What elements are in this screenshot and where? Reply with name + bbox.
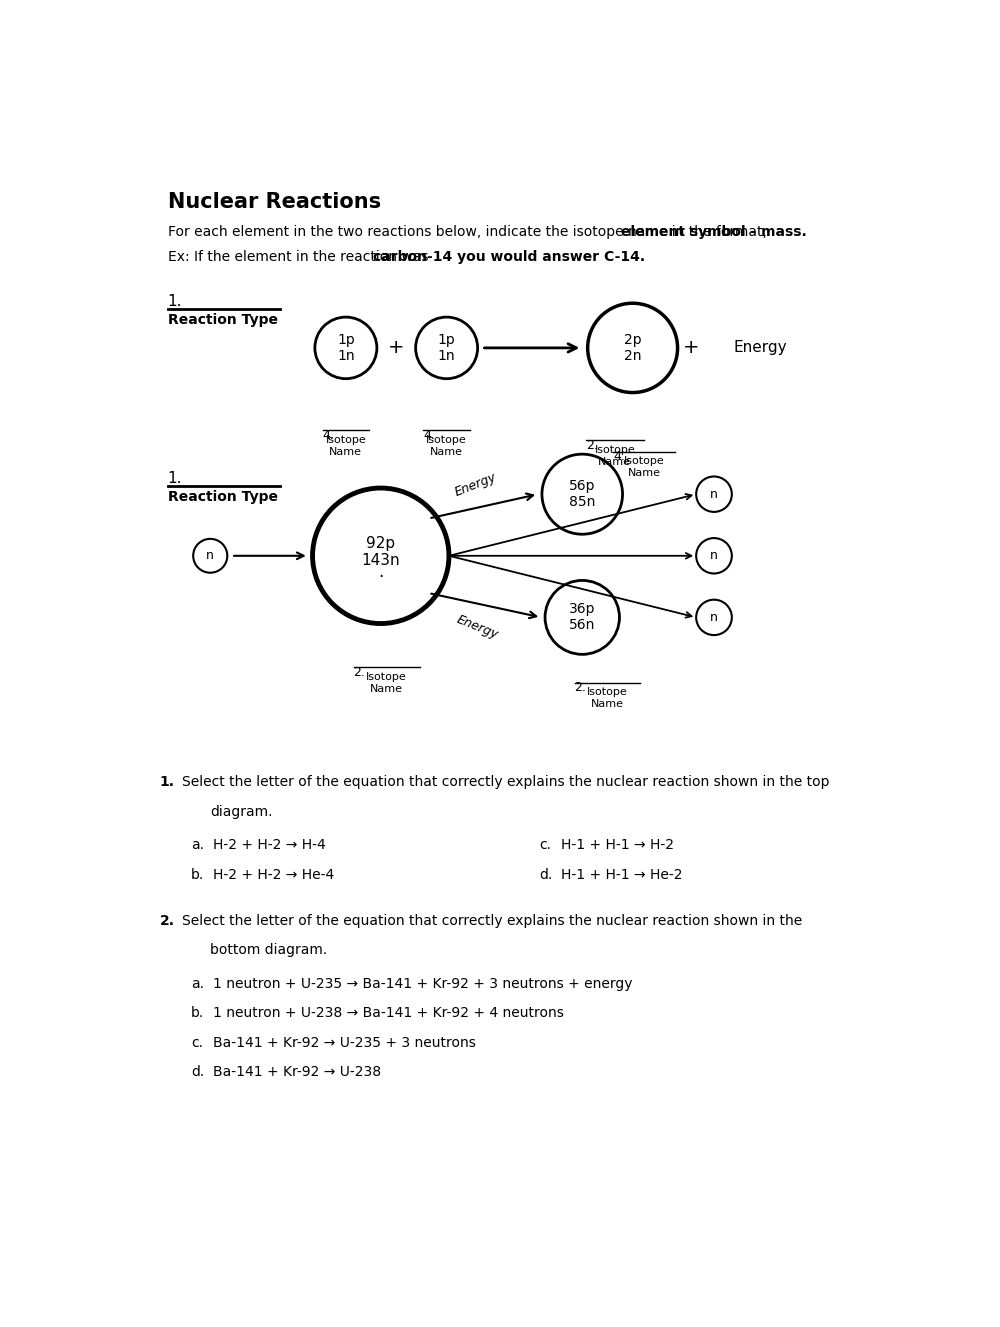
Text: b.: b. xyxy=(191,1006,204,1020)
Text: Isotope
Name: Isotope Name xyxy=(426,435,467,456)
Text: Isotope
Name: Isotope Name xyxy=(594,445,635,467)
Text: c.: c. xyxy=(540,839,552,852)
Text: Isotope
Name: Isotope Name xyxy=(624,456,665,478)
Text: 2.: 2. xyxy=(586,439,598,451)
Text: 4.: 4. xyxy=(423,429,435,442)
Text: Isotope
Name: Isotope Name xyxy=(326,435,366,456)
Text: +: + xyxy=(682,338,699,357)
Text: a.: a. xyxy=(191,839,204,852)
Text: H-1 + H-1 → H-2: H-1 + H-1 → H-2 xyxy=(561,839,674,852)
Text: 1p
1n: 1p 1n xyxy=(337,333,355,364)
Text: Select the letter of the equation that correctly explains the nuclear reaction s: Select the letter of the equation that c… xyxy=(182,914,802,928)
Text: 2.: 2. xyxy=(354,666,366,679)
Text: 1 neutron + U-238 → Ba-141 + Kr-92 + 4 neutrons: 1 neutron + U-238 → Ba-141 + Kr-92 + 4 n… xyxy=(213,1006,563,1020)
Text: 1.: 1. xyxy=(168,471,182,486)
Text: 92p
143n: 92p 143n xyxy=(361,536,400,568)
Text: n: n xyxy=(710,549,718,563)
Text: Energy: Energy xyxy=(453,470,498,499)
Text: 2.: 2. xyxy=(574,681,586,694)
Text: ·: · xyxy=(378,568,383,587)
Text: d.: d. xyxy=(540,868,553,881)
Text: d.: d. xyxy=(191,1064,204,1079)
Text: 1p
1n: 1p 1n xyxy=(438,333,456,364)
Text: a.: a. xyxy=(191,977,204,991)
Text: c.: c. xyxy=(191,1035,203,1050)
Text: H-2 + H-2 → He-4: H-2 + H-2 → He-4 xyxy=(213,868,334,881)
Text: Reaction Type: Reaction Type xyxy=(168,313,278,328)
Text: 36p
56n: 36p 56n xyxy=(569,602,596,633)
Text: element symbol - mass.: element symbol - mass. xyxy=(621,224,807,239)
Text: For each element in the two reactions below, indicate the isotope name in the fo: For each element in the two reactions be… xyxy=(168,224,771,239)
Text: +: + xyxy=(388,338,404,357)
Text: bottom diagram.: bottom diagram. xyxy=(210,943,328,957)
Text: carbon-14 you would answer C-14.: carbon-14 you would answer C-14. xyxy=(373,249,645,264)
Text: n: n xyxy=(206,549,214,563)
Text: 4.: 4. xyxy=(613,450,625,463)
Text: Isotope
Name: Isotope Name xyxy=(366,671,407,694)
Text: Reaction Type: Reaction Type xyxy=(168,491,278,504)
Text: Ba-141 + Kr-92 → U-235 + 3 neutrons: Ba-141 + Kr-92 → U-235 + 3 neutrons xyxy=(213,1035,475,1050)
Text: Energy: Energy xyxy=(454,613,500,641)
Text: n: n xyxy=(710,610,718,624)
Text: 1.: 1. xyxy=(160,775,175,790)
Text: Nuclear Reactions: Nuclear Reactions xyxy=(168,191,381,211)
Text: Energy: Energy xyxy=(734,341,787,356)
Text: Ba-141 + Kr-92 → U-238: Ba-141 + Kr-92 → U-238 xyxy=(213,1064,381,1079)
Text: 56p
85n: 56p 85n xyxy=(569,479,596,510)
Text: diagram.: diagram. xyxy=(210,804,273,819)
Text: 4.: 4. xyxy=(323,429,334,442)
Text: 2p
2n: 2p 2n xyxy=(624,333,641,364)
Text: Select the letter of the equation that correctly explains the nuclear reaction s: Select the letter of the equation that c… xyxy=(182,775,829,790)
Text: Isotope
Name: Isotope Name xyxy=(587,687,627,709)
Text: H-1 + H-1 → He-2: H-1 + H-1 → He-2 xyxy=(561,868,683,881)
Text: H-2 + H-2 → H-4: H-2 + H-2 → H-4 xyxy=(213,839,325,852)
Text: b.: b. xyxy=(191,868,204,881)
Text: Ex: If the element in the reaction was: Ex: If the element in the reaction was xyxy=(168,249,432,264)
Text: n: n xyxy=(710,488,718,500)
Text: 2.: 2. xyxy=(160,914,175,928)
Text: 1.: 1. xyxy=(168,295,182,309)
Text: 1 neutron + U-235 → Ba-141 + Kr-92 + 3 neutrons + energy: 1 neutron + U-235 → Ba-141 + Kr-92 + 3 n… xyxy=(213,977,632,991)
